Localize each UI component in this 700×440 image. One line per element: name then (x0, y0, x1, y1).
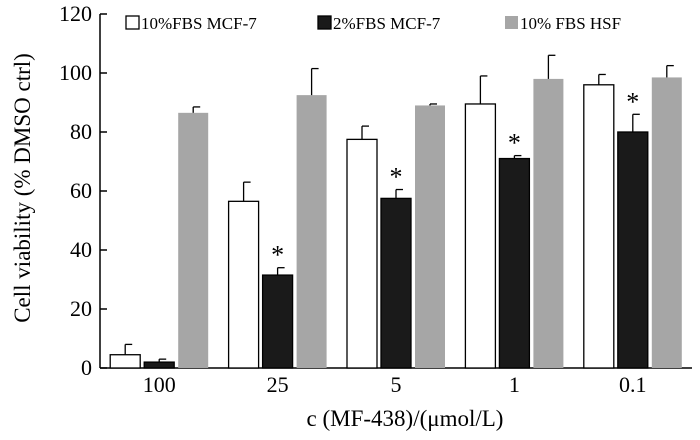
x-tick-label: 5 (391, 372, 402, 397)
bar (617, 131, 649, 369)
bar (415, 105, 445, 368)
bar (533, 78, 564, 369)
y-tick-label: 100 (59, 60, 92, 85)
significance-asterisk: * (508, 129, 521, 158)
x-tick-label: 0.1 (619, 372, 647, 397)
y-axis-title: Cell viability (% DMSO ctrl) (10, 53, 35, 323)
bar (583, 84, 615, 369)
legend-label: 10%FBS MCF-7 (141, 14, 257, 33)
bar (380, 197, 412, 369)
bar (227, 200, 260, 369)
x-tick-label: 25 (267, 372, 289, 397)
y-tick-label: 60 (70, 178, 92, 203)
bar (346, 138, 378, 369)
y-tick-label: 40 (70, 237, 92, 262)
legend-swatch (125, 15, 140, 30)
bar (109, 354, 141, 369)
significance-asterisk: * (390, 163, 403, 192)
significance-asterisk: * (626, 87, 639, 116)
bar (261, 274, 294, 369)
significance-asterisk: * (271, 241, 284, 270)
x-axis-ticks: 100 25 5 1 0.1 (143, 372, 647, 397)
y-tick-label: 0 (81, 355, 92, 380)
x-tick-label: 100 (143, 372, 176, 397)
bar (296, 95, 327, 368)
legend-label: 10% FBS HSF (520, 14, 621, 33)
bar (178, 112, 209, 368)
y-tick-label: 120 (59, 1, 92, 26)
bar (498, 157, 531, 369)
legend-swatch (317, 15, 332, 30)
bars (109, 77, 682, 369)
significance-marks: * * * * (271, 87, 639, 269)
x-tick-label: 1 (509, 372, 520, 397)
legend-swatch (505, 16, 518, 29)
y-tick-label: 80 (70, 119, 92, 144)
x-axis-title: c (MF-438)/(μmol/L) (307, 406, 504, 431)
bar (143, 361, 175, 369)
error-bars (124, 54, 674, 363)
y-tick-label: 20 (70, 296, 92, 321)
legend: 10%FBS MCF-7 2%FBS MCF-7 10% FBS HSF (125, 14, 621, 33)
bar (651, 77, 682, 369)
legend-label: 2%FBS MCF-7 (333, 14, 441, 33)
y-axis-ticks: 0 20 40 60 80 100 120 (59, 1, 107, 380)
bar (464, 103, 497, 369)
